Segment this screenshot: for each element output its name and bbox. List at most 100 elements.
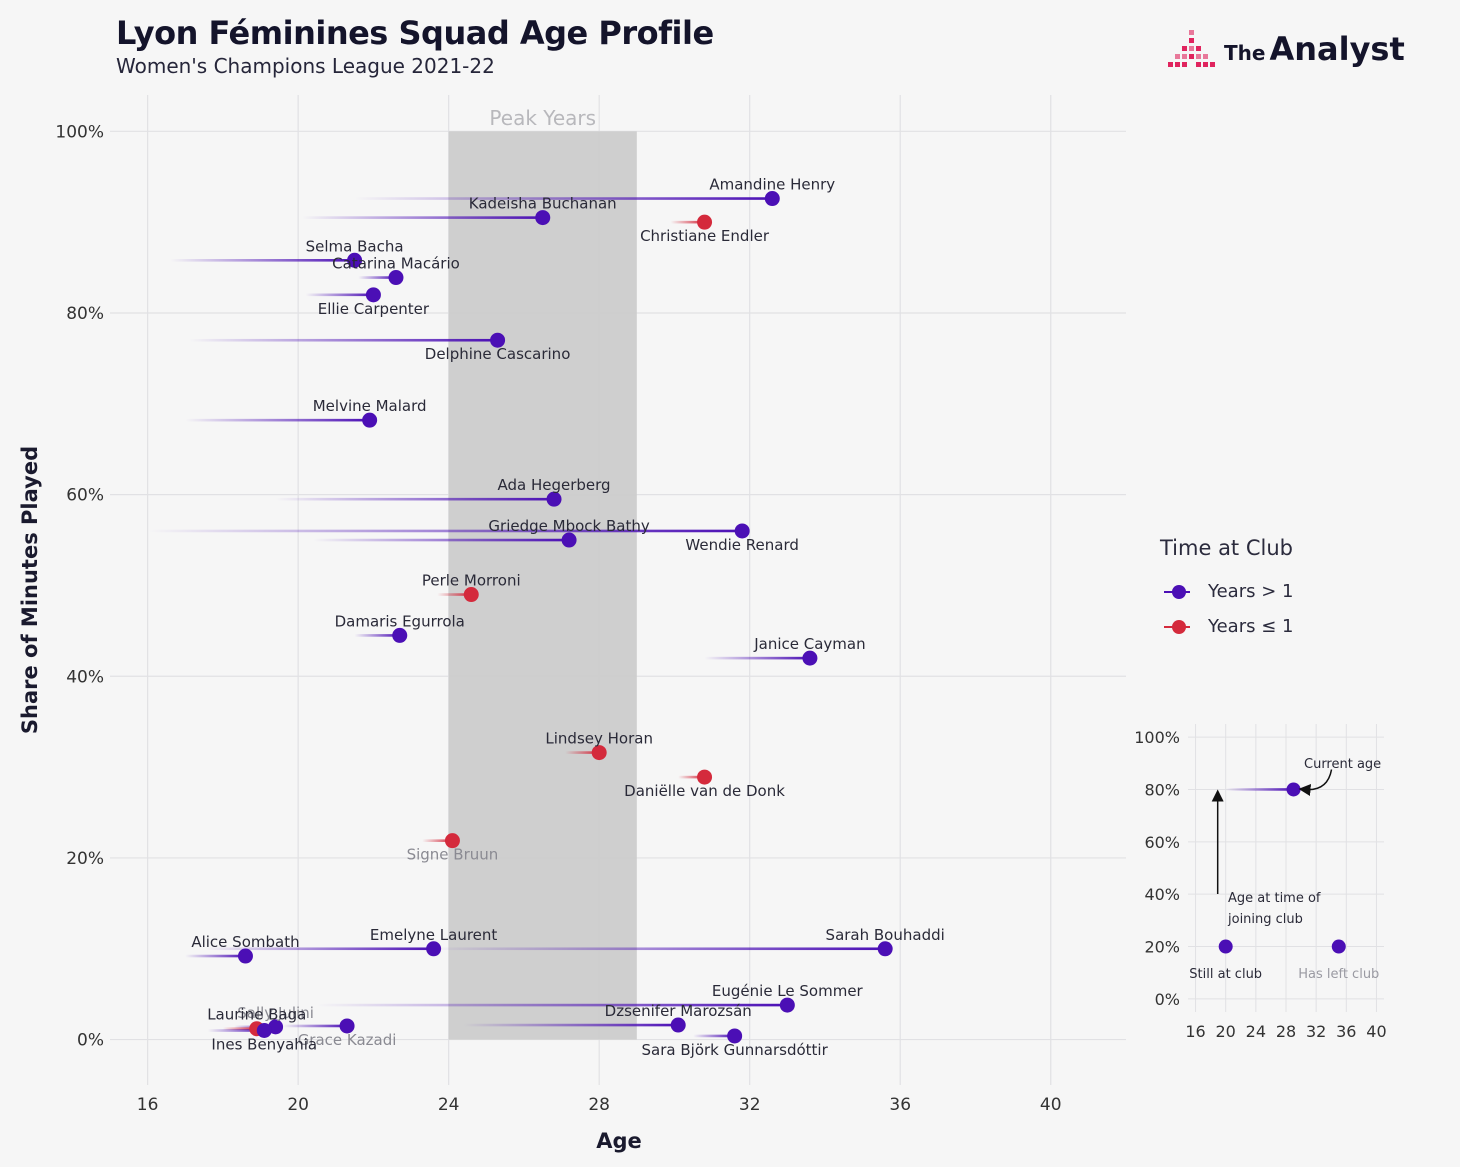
legend-item-years-gt-1: Years > 1 <box>1160 574 1293 609</box>
x-tick-label: 16 <box>137 1095 159 1115</box>
player-point <box>362 412 378 428</box>
current-age-arrow <box>1298 769 1333 796</box>
player-point <box>256 1023 272 1039</box>
player-tenure-line <box>670 220 705 224</box>
logo-text-analyst: Analyst <box>1269 30 1405 68</box>
player-label: Emelyne Laurent <box>370 926 497 944</box>
inset-x-tick-label: 40 <box>1366 1022 1386 1041</box>
player-label: Wendie Renard <box>685 536 798 554</box>
player-tenure-line <box>316 1003 788 1007</box>
player-tenure-line <box>305 293 374 297</box>
y-tick-label: 0% <box>77 1031 104 1051</box>
player-tenure-line <box>463 1023 679 1027</box>
chart-title: Lyon Féminines Squad Age Profile <box>116 14 714 52</box>
player-label: Eugénie Le Sommer <box>712 982 864 1000</box>
inset-y-tick-label: 0% <box>1155 990 1180 1009</box>
player-label: Lindsey Horan <box>545 730 653 748</box>
legend-label: Years ≤ 1 <box>1208 616 1294 637</box>
player-label: Amandine Henry <box>709 176 835 194</box>
player-label: Catarina Macário <box>332 255 460 273</box>
logo-square <box>1196 54 1201 59</box>
player-label: Sally Julini <box>237 1004 314 1022</box>
player-tenure-line <box>678 775 705 779</box>
player-point <box>392 627 408 643</box>
player-tenure-line <box>354 634 400 637</box>
player-label: Kadeisha Buchanan <box>469 195 617 213</box>
logo-square <box>1182 46 1187 51</box>
player-point <box>535 210 551 226</box>
inset-still-point <box>1218 939 1233 954</box>
player-tenure-line <box>189 338 498 342</box>
logo-square <box>1182 62 1187 67</box>
peak-years-label: Peak Years <box>489 106 596 130</box>
x-tick-label: 20 <box>287 1095 309 1115</box>
player-label: Selma Bacha <box>306 237 404 255</box>
player-tenure-line <box>170 259 355 262</box>
inset-x-tick-label: 20 <box>1216 1022 1236 1041</box>
logo-square <box>1189 54 1194 59</box>
player-label: Ines Benyahia <box>211 1036 317 1054</box>
player-tenure-line <box>313 538 570 542</box>
player-point <box>734 523 750 539</box>
has-left-club-label: Has left club <box>1298 967 1379 982</box>
player-point <box>546 491 562 507</box>
player-point <box>877 941 893 957</box>
x-axis-title: Age <box>596 1129 642 1153</box>
y-axis-title: Share of Minutes Played <box>18 446 42 734</box>
player-label: Laurine Baga <box>207 1006 306 1024</box>
logo-square <box>1210 62 1215 67</box>
inset-x-tick-label: 28 <box>1276 1022 1296 1041</box>
logo-square <box>1189 38 1194 43</box>
player-label: Perle Morroni <box>422 572 521 590</box>
logo-square <box>1196 62 1201 67</box>
inset-y-tick-label: 60% <box>1144 833 1180 852</box>
legend-swatch-red <box>1160 617 1196 637</box>
inset-y-tick-label: 100% <box>1134 728 1180 747</box>
player-label: Alice Sombath <box>191 933 299 951</box>
player-label: Signe Bruun <box>407 846 499 864</box>
player-point <box>764 191 780 207</box>
player-tenure-line <box>185 418 370 422</box>
logo-square <box>1203 62 1208 67</box>
player-point <box>727 1028 743 1044</box>
player-point <box>426 941 442 957</box>
x-tick-label: 36 <box>889 1095 911 1115</box>
logo-square <box>1182 54 1187 59</box>
inset-y-tick-label: 40% <box>1144 885 1180 904</box>
player-point <box>802 650 818 666</box>
player-point <box>388 270 404 286</box>
logo-square <box>1189 30 1194 35</box>
x-tick-label: 32 <box>739 1095 761 1115</box>
legend: Time at Club Years > 1 Years ≤ 1 <box>1160 536 1293 644</box>
player-tenure-line <box>354 197 773 200</box>
player-label: Delphine Cascarino <box>425 345 571 363</box>
y-tick-label: 60% <box>66 486 104 506</box>
inset-x-tick-label: 32 <box>1306 1022 1326 1041</box>
peak-years-band <box>448 131 637 1040</box>
logo-square <box>1175 62 1180 67</box>
player-point <box>463 587 479 603</box>
player-label: Ada Hegerberg <box>497 476 610 494</box>
inset-x-tick-label: 36 <box>1336 1022 1356 1041</box>
inset-example-line <box>1225 788 1294 791</box>
player-tenure-line <box>222 1027 257 1030</box>
player-tenure-line <box>429 947 886 951</box>
chart-subtitle: Women's Champions League 2021-22 <box>116 54 495 78</box>
player-label: Sarah Bouhaddi <box>826 926 945 944</box>
player-point <box>490 332 506 348</box>
logo-square <box>1189 46 1194 51</box>
player-point <box>670 1017 686 1033</box>
logo-text-the: The <box>1224 41 1266 65</box>
player-tenure-line <box>704 656 810 660</box>
the-analyst-logo: The Analyst <box>1166 24 1426 74</box>
player-tenure-line <box>275 497 555 501</box>
player-point <box>561 532 577 548</box>
player-label: Janice Cayman <box>753 635 865 653</box>
player-label: Damaris Egurrola <box>335 612 465 630</box>
analyst-logo-icon <box>1168 30 1215 67</box>
legend-swatch-purple <box>1160 582 1196 602</box>
joining-age-annotation: Age at time of <box>1228 891 1321 906</box>
player-tenure-line <box>283 1024 348 1028</box>
inset-x-tick-label: 16 <box>1185 1022 1205 1041</box>
